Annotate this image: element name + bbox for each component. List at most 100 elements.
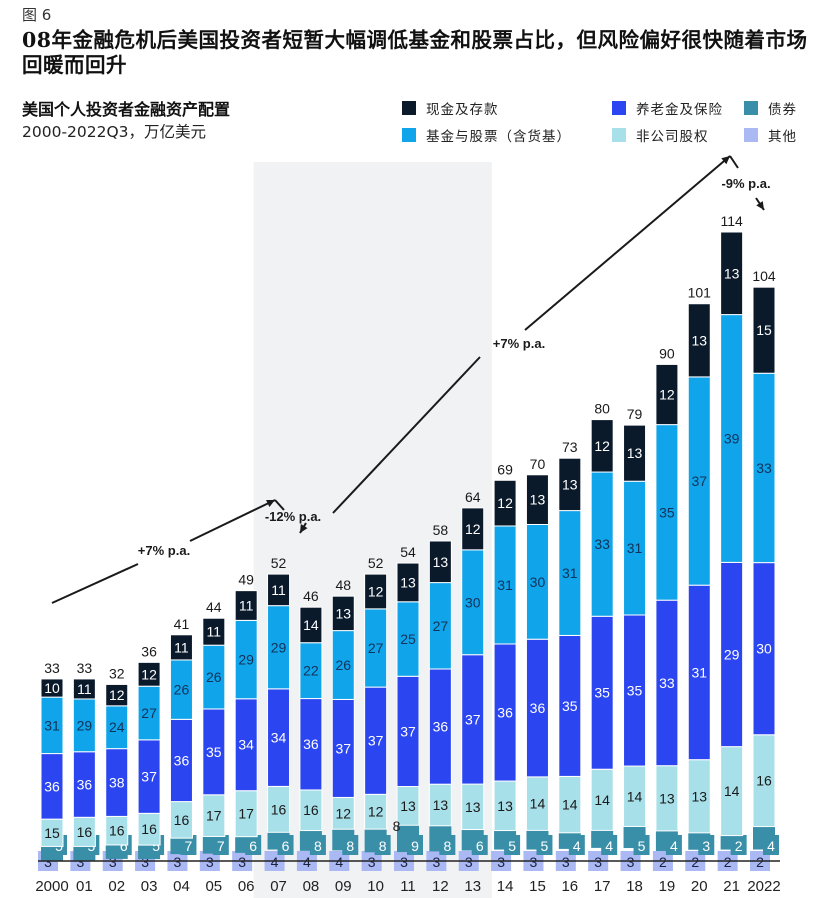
- segment-label-pension: 30: [756, 641, 772, 657]
- segment-label-other: 3: [109, 854, 117, 870]
- total-label: 36: [141, 643, 157, 659]
- x-tick-label: 18: [626, 878, 643, 895]
- annotation-label-1: +7% p.a.: [138, 543, 190, 558]
- segment-label-other: 4: [271, 854, 279, 870]
- segment-label-private: 16: [141, 821, 157, 837]
- segment-label-cash: 12: [109, 687, 125, 703]
- segment-label-other: 4: [303, 854, 311, 870]
- segment-label-other: 3: [530, 854, 538, 870]
- segment-label-pension: 37: [141, 769, 157, 785]
- segment-label-other: 3: [497, 854, 505, 870]
- segment-label-private: 16: [271, 801, 287, 817]
- segment-label-pension: 37: [368, 733, 384, 749]
- chart-subtitle: 美国个人投资者金融资产配置: [22, 100, 231, 119]
- segment-cash: [623, 424, 647, 482]
- total-label: 90: [659, 345, 675, 361]
- segment-label-bonds: 7: [185, 838, 193, 854]
- segment-label-bonds: 8: [443, 838, 451, 854]
- segment-label-cash: 11: [174, 639, 189, 655]
- decline-line-2a: [274, 499, 285, 511]
- segment-bonds-label-box: [504, 835, 521, 855]
- segment-cash: [428, 540, 452, 584]
- bar-20: 23 13 31 37 13 101: [685, 285, 715, 871]
- x-tick-label: 17: [594, 878, 611, 895]
- segment-label-other: 3: [76, 854, 84, 870]
- segment-label-private: 13: [497, 798, 513, 814]
- segment-label-private: 15: [44, 825, 60, 841]
- bar-21: 22 14 29 39 13 114: [717, 213, 747, 871]
- legend-label-other: 其他: [768, 129, 797, 145]
- total-label: 64: [465, 489, 481, 505]
- segment-label-pension: 33: [659, 675, 675, 691]
- segment-cash: [590, 419, 614, 473]
- x-tick-label: 08: [303, 878, 320, 895]
- total-label: 32: [109, 665, 125, 681]
- segment-label-cash: 12: [141, 666, 157, 682]
- bar-09: 48 12 37 26 13 48: [329, 577, 359, 871]
- segment-label-cash: 13: [724, 265, 740, 281]
- segment-label-private: 16: [77, 824, 93, 840]
- total-label: 49: [238, 572, 254, 588]
- segment-label-other: 3: [400, 854, 408, 870]
- total-label: 54: [400, 544, 416, 560]
- segment-cash: [234, 590, 258, 621]
- annotation-label-2: -12% p.a.: [265, 509, 321, 524]
- decline-arrow-2-head: [300, 524, 308, 533]
- segment-label-pension: 38: [109, 775, 125, 791]
- annotation-label-4: -9% p.a.: [721, 176, 770, 191]
- segment-label-cash: 13: [627, 445, 643, 461]
- legend-swatch-funds: [402, 128, 416, 142]
- segment-label-bonds: 8: [314, 838, 322, 854]
- x-tick-label: 10: [367, 878, 384, 895]
- x-tick-label: 12: [432, 878, 449, 895]
- segment-label-funds: 30: [465, 594, 481, 610]
- legend-swatch-other: [744, 128, 758, 142]
- legend-label-funds: 基金与股票（含货基）: [426, 129, 571, 145]
- bar-14: 35 13 36 31 12 69: [491, 461, 521, 871]
- segment-label-bonds: 4: [573, 838, 581, 854]
- segment-label-other: 3: [562, 854, 570, 870]
- segment-label-pension: 37: [400, 723, 416, 739]
- segment-label-other: 3: [238, 854, 246, 870]
- segment-cash: [558, 457, 582, 512]
- segment-label-cash: 10: [44, 680, 60, 696]
- legend-label-private: 非公司股权: [636, 129, 709, 145]
- segment-label-bonds: 5: [638, 838, 646, 854]
- segment-bonds-label-box: [665, 835, 682, 855]
- segment-label-bonds: 5: [152, 838, 160, 854]
- legend-label-pension: 养老金及保险: [636, 102, 723, 118]
- x-tick-label: 04: [173, 878, 190, 895]
- segment-label-funds: 30: [530, 574, 546, 590]
- total-label: 114: [720, 213, 743, 229]
- segment-cash: [137, 661, 161, 687]
- x-tick-label: 02: [108, 878, 125, 895]
- x-tick-label: 06: [238, 878, 255, 895]
- total-label: 73: [562, 439, 578, 455]
- figure-label: 图 6: [22, 6, 52, 24]
- x-tick-label: 03: [141, 878, 158, 895]
- bar-2000: 351536311033: [38, 660, 67, 871]
- total-label: 58: [433, 522, 449, 538]
- segment-label-cash: 13: [530, 492, 546, 508]
- segment-label-cash: 12: [594, 438, 610, 454]
- segment-bonds-label-box: [309, 835, 326, 855]
- legend-swatch-bonds: [744, 101, 758, 115]
- segment-label-pension: 35: [562, 698, 578, 714]
- segment-label-funds: 33: [756, 460, 772, 476]
- x-tick-label: 2022: [747, 878, 780, 895]
- segment-bonds-label-box: [698, 835, 715, 855]
- segment-label-private: 16: [303, 802, 319, 818]
- segment-label-other: 3: [594, 854, 602, 870]
- segment-label-bonds: 7: [217, 838, 225, 854]
- segment-label-other: 3: [368, 854, 376, 870]
- segment-label-pension: 36: [433, 719, 449, 735]
- bar-2022: 24 16 30 33 15 104: [750, 268, 779, 871]
- x-tick-label: 11: [400, 878, 416, 895]
- bar-01: 351636291133: [70, 660, 100, 871]
- segment-label-pension: 37: [465, 711, 481, 727]
- segment-label-pension: 31: [691, 664, 707, 680]
- segment-label-funds: 31: [497, 577, 513, 593]
- segment-bonds-label-box: [601, 835, 618, 855]
- growth-line-3a: [332, 356, 481, 514]
- segment-label-bonds-2010-outside: 8: [393, 818, 401, 834]
